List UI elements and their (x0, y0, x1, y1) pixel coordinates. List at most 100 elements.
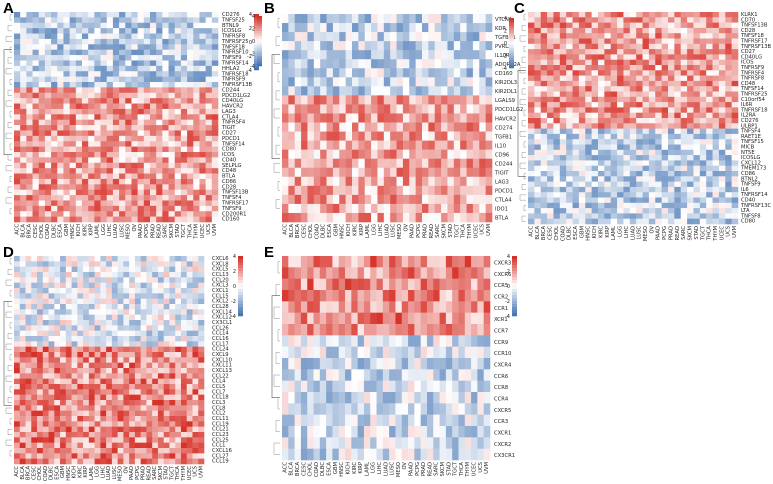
legend-swatch (509, 18, 514, 21)
cell-C-13-20 (655, 80, 662, 87)
cell-B-7-20 (409, 77, 416, 87)
cell-C-3-8 (578, 27, 586, 34)
cell-B-8-14 (371, 86, 378, 96)
cell-C-31-32 (731, 176, 739, 182)
cell-A-2-14 (100, 22, 108, 29)
cell-D-9-26 (163, 304, 170, 310)
cell-D-18-7 (54, 352, 61, 358)
cell-C-4-25 (687, 33, 694, 39)
cell-C-17-5 (559, 102, 567, 108)
cell-A-1-7 (57, 17, 64, 24)
cell-A-21-2 (26, 125, 33, 131)
cell-D-5-3 (31, 282, 38, 289)
cell-A-10-7 (57, 65, 64, 72)
cell-C-39-12 (604, 218, 612, 225)
cell-C-34-1 (534, 192, 542, 198)
cell-D-22-10 (71, 373, 78, 379)
cell-D-23-25 (157, 378, 164, 385)
cell-C-1-8 (578, 17, 586, 23)
cell-C-19-26 (693, 112, 701, 119)
cell-C-14-22 (668, 86, 675, 92)
cell-D-14-26 (163, 330, 170, 337)
cell-A-32-7 (57, 184, 64, 190)
cancer-type-label: THCA (461, 224, 467, 240)
cell-A-8-17 (119, 55, 126, 61)
cell-A-31-8 (63, 178, 70, 185)
cell-B-2-30 (472, 32, 480, 42)
cell-A-29-13 (94, 168, 101, 174)
cell-A-16-27 (180, 98, 188, 104)
cell-B-12-28 (460, 122, 467, 132)
cell-A-12-13 (94, 76, 101, 83)
cell-D-38-7 (54, 458, 61, 465)
cell-C-2-25 (687, 22, 694, 29)
cell-D-7-14 (94, 293, 101, 299)
cell-D-35-1 (19, 442, 26, 449)
cell-A-16-6 (51, 98, 58, 104)
cancer-type-label: SKCM (169, 224, 175, 239)
cell-D-35-25 (157, 442, 164, 449)
cell-A-9-4 (38, 60, 46, 67)
cell-C-16-16 (629, 96, 637, 103)
cell-D-4-29 (180, 277, 188, 283)
cell-B-17-27 (453, 167, 461, 178)
cell-B-20-20 (409, 194, 416, 205)
cell-D-24-17 (111, 384, 118, 390)
cell-A-24-24 (162, 141, 169, 147)
cell-C-6-29 (712, 43, 720, 50)
cell-A-15-16 (112, 92, 120, 99)
cell-D-31-17 (111, 421, 118, 427)
cell-C-2-26 (693, 22, 701, 29)
cell-B-11-26 (447, 113, 455, 123)
cell-A-28-27 (180, 162, 188, 169)
cell-A-4-22 (150, 33, 157, 40)
cell-C-28-15 (623, 160, 631, 166)
cell-A-38-24 (162, 216, 169, 223)
cell-D-28-18 (117, 405, 124, 411)
cell-C-26-25 (687, 149, 694, 156)
cell-C-23-31 (725, 133, 732, 140)
dendrogram-branch (521, 152, 526, 158)
cell-A-32-1 (20, 184, 27, 190)
cell-A-21-18 (125, 125, 132, 131)
cell-C-21-30 (718, 123, 726, 129)
cell-D-7-10 (71, 293, 78, 299)
cell-D-4-26 (163, 277, 170, 283)
cell-C-30-10 (591, 171, 599, 177)
cell-D-0-15 (100, 256, 107, 262)
dendrogram-branch (523, 173, 526, 180)
cell-C-9-22 (668, 59, 675, 66)
cell-A-1-24 (162, 17, 169, 24)
cell-D-37-8 (60, 453, 67, 459)
cell-B-3-20 (409, 41, 416, 51)
cell-C-13-13 (610, 80, 618, 87)
cell-B-10-10 (345, 104, 353, 114)
cell-B-16-23 (428, 158, 436, 169)
cell-C-11-6 (566, 70, 573, 76)
cell-A-22-3 (32, 130, 40, 137)
gene-label: TNFRSF17 (740, 38, 768, 44)
cell-A-23-32 (211, 135, 219, 142)
cell-A-23-9 (69, 135, 77, 142)
cell-C-38-27 (699, 213, 707, 219)
cell-C-4-3 (547, 33, 554, 39)
cell-D-8-28 (175, 298, 182, 305)
cell-A-16-31 (205, 98, 213, 104)
cell-A-24-15 (106, 141, 114, 147)
cell-B-13-14 (371, 131, 378, 141)
cell-C-23-0 (528, 133, 535, 140)
cell-A-24-1 (20, 141, 27, 147)
cell-D-6-3 (31, 288, 38, 294)
cell-A-31-18 (125, 178, 132, 185)
cell-A-6-15 (106, 44, 114, 50)
cell-C-20-14 (617, 118, 624, 124)
cell-B-7-13 (364, 77, 372, 87)
cell-C-23-1 (534, 133, 542, 140)
cell-C-34-27 (699, 192, 707, 198)
cell-D-17-3 (31, 346, 38, 353)
cell-B-14-12 (358, 140, 366, 150)
cell-A-28-14 (100, 162, 108, 169)
cell-B-18-18 (396, 176, 404, 187)
cell-C-26-8 (578, 149, 586, 156)
cell-D-7-0 (14, 293, 21, 299)
